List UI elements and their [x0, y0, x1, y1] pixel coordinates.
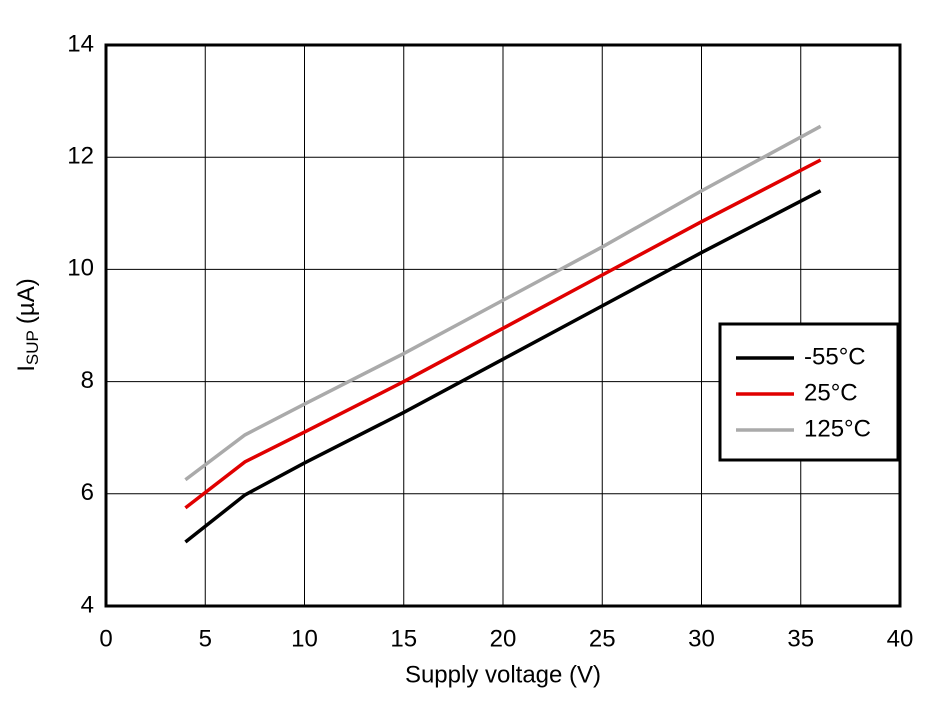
- x-tick-label: 15: [390, 625, 417, 652]
- x-axis-label: Supply voltage (V): [405, 661, 601, 688]
- series-line: [184, 124, 822, 482]
- y-label-unit: (µA): [13, 278, 40, 324]
- x-tick-label: 25: [589, 625, 616, 652]
- y-label-main: I: [13, 365, 40, 372]
- y-tick-label: 4: [81, 591, 94, 618]
- y-tick-label: 6: [81, 479, 94, 506]
- y-tick-label: 14: [67, 30, 94, 57]
- x-tick-label: 40: [887, 625, 914, 652]
- y-tick-label: 12: [67, 143, 94, 170]
- series-line: [184, 158, 822, 510]
- legend-label: -55°C: [804, 343, 866, 370]
- x-tick-label: 20: [490, 625, 517, 652]
- y-label-sub: SUP: [23, 330, 42, 365]
- y-tick-label: 8: [81, 367, 94, 394]
- y-tick-label: 10: [67, 255, 94, 282]
- x-tick-label: 35: [787, 625, 814, 652]
- legend-label: 25°C: [804, 379, 858, 406]
- legend-box: [718, 322, 900, 462]
- y-axis-label: ISUP (µA): [13, 278, 42, 371]
- legend-label: 125°C: [804, 415, 871, 442]
- x-tick-label: 30: [688, 625, 715, 652]
- x-tick-label: 10: [291, 625, 318, 652]
- series-line: [184, 189, 822, 544]
- plot-frame: [104, 43, 902, 608]
- x-tick-label: 0: [99, 625, 112, 652]
- x-tick-label: 5: [199, 625, 212, 652]
